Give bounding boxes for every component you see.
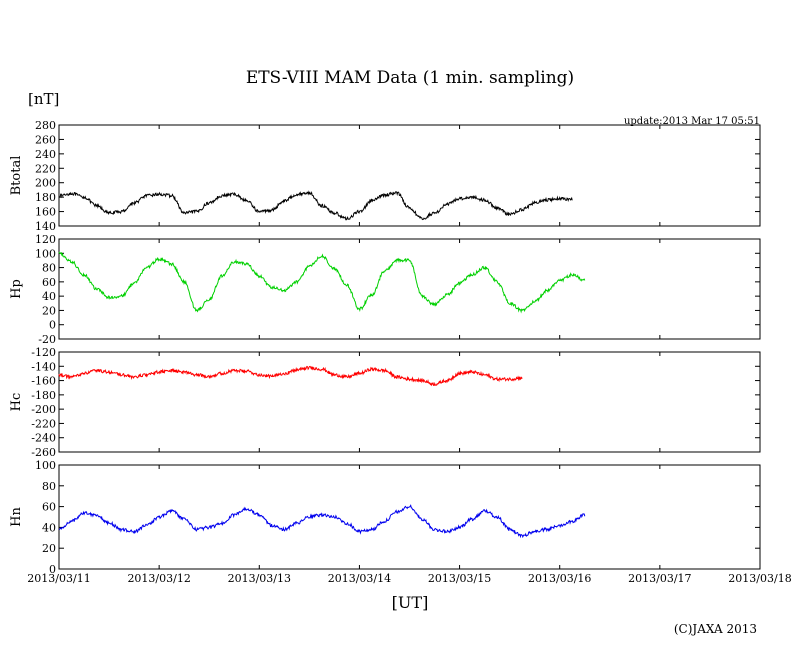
- x-tick-label: 2013/03/16: [528, 572, 591, 585]
- y-axis-label: Hn: [9, 507, 24, 527]
- x-tick-label: 2013/03/11: [27, 572, 90, 585]
- y-tick-label: 60: [42, 276, 56, 289]
- panel-hn: 0 20 40 60 80 100 Hn: [9, 459, 761, 576]
- copyright: (C)JAXA 2013: [674, 622, 757, 636]
- panel-frame: [58, 124, 761, 227]
- y-tick-label: 0: [49, 319, 56, 332]
- y-tick-label: 100: [35, 459, 56, 472]
- y-axis-label: Hp: [9, 279, 24, 299]
- y-tick-label: 40: [42, 521, 56, 534]
- x-tick-label: 2013/03/13: [228, 572, 291, 585]
- y-tick-label: 280: [35, 119, 56, 132]
- y-tick-label: 0: [49, 563, 56, 576]
- y-tick-label: 40: [42, 290, 56, 303]
- series-line-hc: [58, 365, 523, 387]
- y-tick-label: -260: [31, 446, 56, 459]
- chart-title: ETS-VIII MAM Data (1 min. sampling): [246, 68, 574, 88]
- y-tick-label: 240: [35, 148, 56, 161]
- x-axis-label: [UT]: [392, 593, 429, 612]
- y-tick-label: -160: [31, 375, 56, 388]
- y-tick-label: -220: [31, 417, 56, 430]
- y-tick-label: 80: [42, 262, 56, 275]
- x-tick-label: 2013/03/14: [328, 572, 391, 585]
- x-tick-label: 2013/03/15: [428, 572, 491, 585]
- y-tick-label: 20: [42, 304, 56, 317]
- panel-hc: -260-240 -220-200-180-160 -140-120 Hc: [9, 346, 761, 459]
- y-tick-label: 260: [35, 133, 56, 146]
- y-tick-label: 200: [35, 177, 56, 190]
- y-tick-label: 60: [42, 501, 56, 514]
- panel-frame: [58, 464, 761, 570]
- y-tick-label: 100: [35, 247, 56, 260]
- y-tick-label: 160: [35, 206, 56, 219]
- y-tick-label: -20: [38, 333, 56, 346]
- x-tick-label: 2013/03/12: [127, 572, 190, 585]
- y-tick-label: -120: [31, 346, 56, 359]
- y-tick-label: -240: [31, 432, 56, 445]
- x-tick-label: 2013/03/18: [728, 572, 791, 585]
- y-tick-label: -200: [31, 403, 56, 416]
- panels: 140160180200220240260280Btotal-200204060…: [9, 119, 792, 585]
- panel-frame: [58, 351, 761, 453]
- y-axis-label: Btotal: [9, 156, 24, 196]
- update-text: update:2013 Mar 17 05:51: [624, 116, 760, 127]
- unit-label: [nT]: [28, 90, 59, 108]
- y-tick-label: 140: [35, 220, 56, 233]
- y-tick-label: 180: [35, 191, 56, 204]
- y-tick-label: 120: [35, 233, 56, 246]
- panel-frame: [58, 238, 761, 340]
- y-axis-label: Hc: [9, 393, 24, 412]
- series-line-hp: [58, 251, 586, 314]
- series-line-hn: [58, 504, 586, 539]
- y-tick-label: 20: [42, 542, 56, 555]
- y-tick-label: -140: [31, 360, 56, 373]
- y-tick-label: -180: [31, 389, 56, 402]
- y-tick-label: 80: [42, 480, 56, 493]
- series-line-btotal: [58, 190, 573, 221]
- x-tick-label: 2013/03/17: [628, 572, 691, 585]
- y-tick-label: 220: [35, 162, 56, 175]
